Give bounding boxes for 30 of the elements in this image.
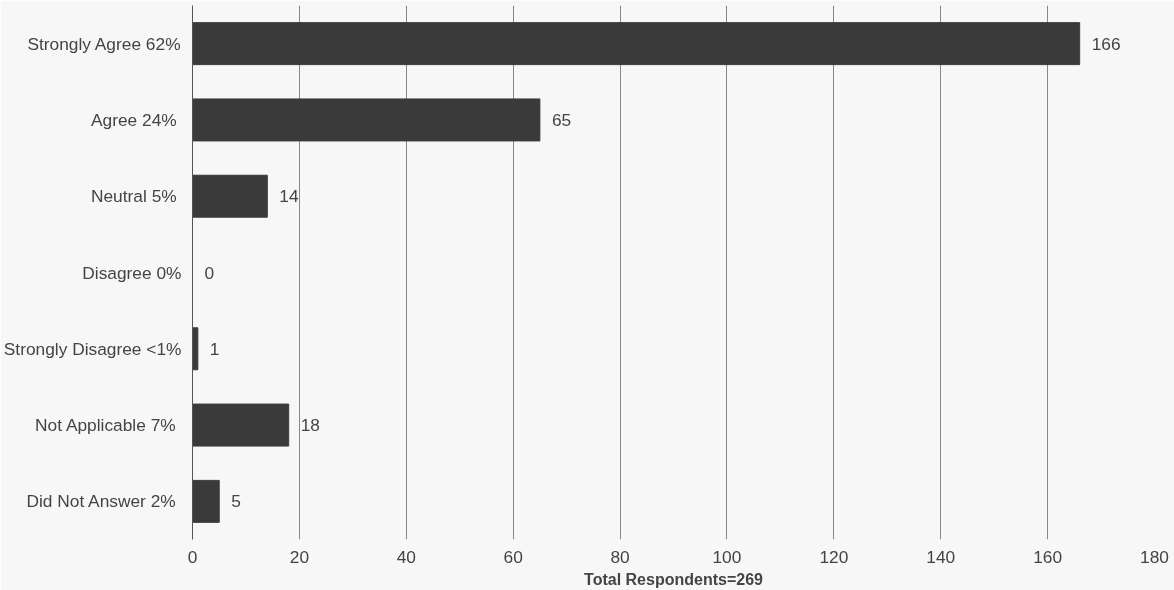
x-axis-title: Total Respondents=269 (584, 570, 764, 588)
data-label: 14 (279, 186, 299, 207)
bar (192, 98, 541, 142)
y-tick-label: Strongly Agree 62% (27, 33, 181, 54)
bar (192, 403, 290, 447)
x-tick-label: 20 (289, 546, 310, 567)
data-label: 5 (231, 491, 241, 512)
x-tick-label: 80 (610, 546, 630, 567)
x-tick-label: 160 (1033, 546, 1063, 567)
x-tick-label: 180 (1140, 546, 1169, 567)
data-label: 65 (551, 109, 572, 130)
bar (192, 174, 268, 218)
data-label: 18 (300, 415, 320, 436)
y-tick-label: Strongly Disagree <1% (3, 338, 182, 359)
data-label: 1 (209, 338, 220, 359)
x-tick-label: 100 (712, 546, 742, 567)
y-tick-label: Disagree 0% (82, 262, 182, 283)
bar (192, 479, 220, 523)
y-tick-label: Neutral 5% (90, 186, 177, 207)
x-tick-label: 140 (926, 546, 956, 567)
y-tick-label: Not Applicable 7% (35, 415, 176, 436)
y-tick-label: Did Not Answer 2% (26, 491, 176, 512)
x-tick-label: 60 (503, 546, 523, 567)
data-label: 166 (1091, 33, 1121, 54)
bar (192, 22, 1081, 66)
x-tick-label: 40 (396, 546, 416, 567)
data-label: 0 (204, 262, 215, 283)
y-tick-label: Agree 24% (90, 109, 177, 130)
x-tick-label: 0 (187, 546, 198, 567)
x-tick-label: 120 (819, 546, 849, 567)
